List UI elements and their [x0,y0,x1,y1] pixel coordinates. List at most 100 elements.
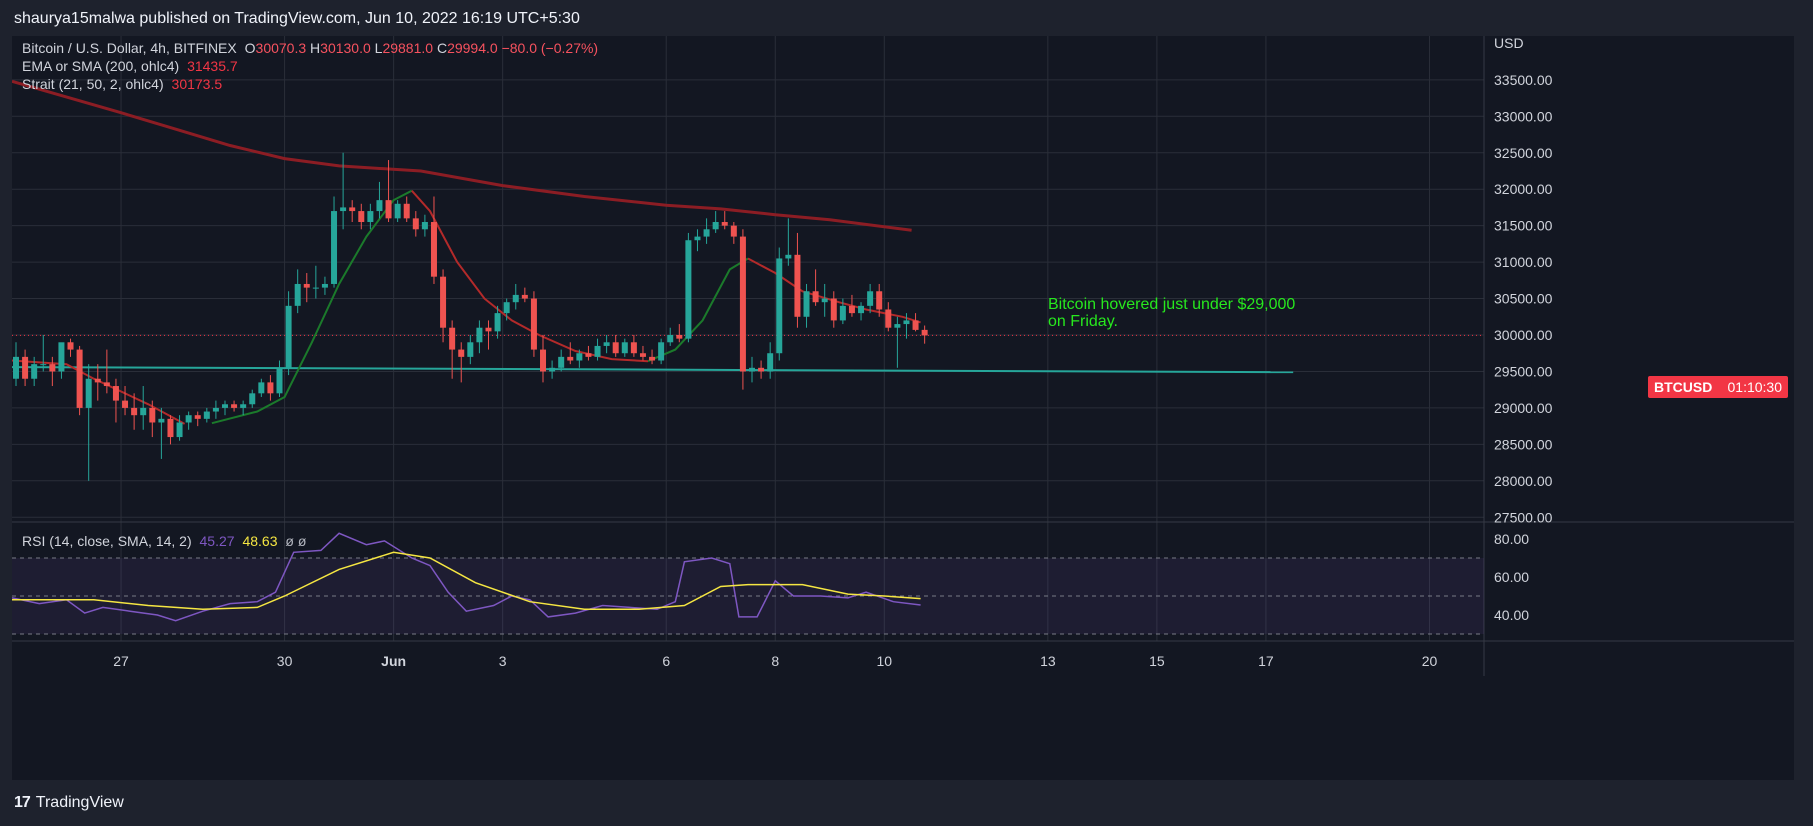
candle-body [921,329,928,336]
close-label: C [436,40,448,56]
candle-body [467,342,474,357]
high-value: 30130.0 [320,40,371,56]
candle-body [894,324,901,328]
candle-body [140,407,147,416]
candle-body [40,364,47,366]
time-tick-label: 30 [277,653,293,669]
candle-body [449,327,456,350]
footer: 17 TradingView [0,780,1813,826]
candle-body [549,367,556,372]
candle-body [403,203,410,219]
price-tick-label: 27500.00 [1494,509,1553,525]
time-tick-label: 8 [771,653,779,669]
candle-body [758,367,765,372]
price-tick-label: 30500.00 [1494,291,1553,307]
price-tick-label: 33000.00 [1494,108,1553,124]
candle-body [530,298,537,350]
rsi-sma-value: 48.63 [242,533,278,549]
candle-body [31,364,38,379]
price-tick-label: 29500.00 [1494,363,1553,379]
candle-body [321,283,328,288]
high-label: H [310,40,321,56]
candle-body [258,382,265,394]
candle-body [349,207,356,212]
candle-body [249,393,256,405]
symbol-label[interactable]: Bitcoin / U.S. Dollar, 4h, BITFINEX [22,40,237,56]
candle-body [294,283,301,306]
strait-label: Strait (21, 50, 2, ohlc4) [22,76,164,92]
candle-body [794,254,801,317]
candle-body [376,200,383,212]
tradingview-logo[interactable]: 17 TradingView [14,794,124,812]
price-tick-label: 30000.00 [1494,327,1553,343]
candle-body [694,236,701,241]
candle-body [285,305,292,368]
ema-label: EMA or SMA (200, ohlc4) [22,58,180,74]
publisher-info: shaurya15malwa published on TradingView.… [14,10,580,27]
rsi-extra: ø ø [285,533,307,549]
candle-body [630,342,637,354]
rsi-tick-label: 40.00 [1494,607,1529,623]
price-tag-symbol: BTCUSD [1654,379,1713,395]
price-tick-label: 31500.00 [1494,218,1553,234]
price-tick-label: 29000.00 [1494,400,1553,416]
candle-body [667,335,674,343]
candle-body [194,415,201,419]
rsi-line [12,532,921,622]
candle-body [812,291,819,303]
candle-body [839,305,846,321]
candle-body [858,305,865,314]
candle-body [331,211,338,284]
price-tick-label: 32000.00 [1494,181,1553,197]
candle-body [221,404,228,408]
rsi-tick-label: 60.00 [1494,569,1529,585]
candle-body [749,367,755,372]
rsi-legend[interactable]: RSI (14, close, SMA, 14, 2) 45.27 48.63 … [22,533,306,549]
candle-body [430,222,437,277]
ema-line [12,79,912,232]
last-price-tag: BTCUSD 01:10:30 [1648,376,1788,398]
candle-body [503,302,510,314]
chart-frame[interactable]: USD 27500.00 28000.00 28500.00 29000.00 29500… [12,36,1794,780]
tradingview-logo-icon: 17 [14,794,31,811]
candle-body [512,294,519,303]
candle-body [49,364,56,372]
candle-body [803,291,810,317]
candle-body [658,342,665,361]
candle-body [594,345,601,357]
annotation-text[interactable]: Bitcoin hovered just under $29,000 on Fr… [1048,296,1348,330]
time-tick-label: 6 [662,653,670,669]
candle-body [185,415,192,423]
candle-body [739,236,746,372]
strait-legend[interactable]: Strait (21, 50, 2, ohlc4) 30173.5 [22,76,222,92]
ema-legend[interactable]: EMA or SMA (200, ohlc4) 31435.7 [22,58,238,74]
candle-body [203,411,210,419]
candle-body [58,342,65,372]
candle-body [131,407,138,416]
candle-body [158,418,165,423]
strait-line-segment [12,359,186,425]
candle-body [494,313,501,332]
candle-body [585,353,592,357]
candle-body [385,200,392,219]
rsi-label: RSI (14, close, SMA, 14, 2) [22,533,192,549]
close-value: 29994.0 [447,40,498,56]
candle-body [567,356,574,361]
candle-body [485,327,492,332]
price-tick-label: 31000.00 [1494,254,1553,270]
rsi-tick-label: 80.00 [1494,531,1529,547]
ema-value: 31435.7 [187,58,238,74]
rsi-sma-line [12,551,921,611]
candle-body [867,291,874,306]
candle-body [167,418,174,438]
candle-body [94,378,101,383]
candle-body [103,382,110,387]
candle-body [240,404,247,408]
publish-bar: shaurya15malwa published on TradingView.… [0,0,1813,36]
candle-body [340,207,347,212]
candle-body [776,258,783,354]
chart-canvas[interactable]: USD 27500.00 28000.00 28500.00 29000.00 29500… [12,36,1794,780]
candle-body [231,404,238,408]
candle-body [767,353,774,372]
candle-body [22,356,29,379]
